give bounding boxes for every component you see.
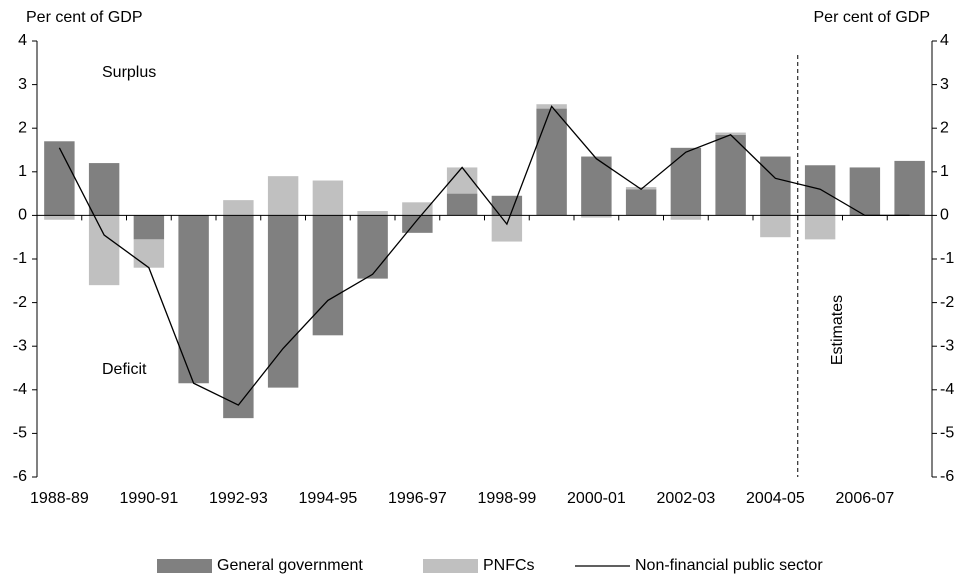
x-tick-label: 2002-03 [657,490,716,507]
bar [625,189,657,216]
y2-tick-label: -5 [940,425,954,442]
bar [44,141,75,216]
legend-swatch [423,559,478,573]
y-tick-label: -6 [13,468,27,485]
x-tick-label: 2006-07 [836,490,895,507]
y2-tick-label: -1 [940,250,954,267]
y2-tick-label: -2 [940,294,954,311]
y-tick-label: 1 [18,163,27,180]
bar [88,215,120,286]
y2-tick-label: -4 [940,381,954,398]
bar [625,187,657,190]
bar [715,134,746,216]
y-tick-label: -5 [13,425,27,442]
bar [133,239,165,268]
annotation: Estimates [829,295,846,365]
bar [223,200,254,216]
y-axis-label: Per cent of GDP [26,9,143,26]
bar [849,167,881,216]
y-tick-label: 3 [18,76,27,93]
y2-tick-label: 0 [940,207,949,224]
legend-label: General government [217,557,363,574]
bar [402,215,433,233]
bar [88,163,120,216]
x-tick-label: 1996-97 [388,490,447,507]
bar [133,215,165,240]
x-tick-label: 1988-89 [30,490,89,507]
y2-axis-label: Per cent of GDP [814,9,931,26]
legend-label: Non-financial public sector [635,557,823,574]
legend-swatch [157,559,212,573]
bar [44,215,75,220]
y2-tick-label: 2 [940,119,949,136]
bar [357,215,388,279]
x-tick-label: 2004-05 [746,490,805,507]
bar [223,215,254,419]
y-tick-label: -1 [13,250,27,267]
bar [894,160,925,216]
y2-tick-label: 3 [940,76,949,93]
bar [670,147,702,216]
bar [491,215,523,242]
y-tick-label: -3 [13,337,27,354]
bar [178,215,209,384]
y-tick-label: -4 [13,381,27,398]
y2-tick-label: -3 [940,337,954,354]
bar [804,165,836,216]
bar [267,215,299,388]
y-tick-label: -2 [13,294,27,311]
bar [804,215,836,240]
line [58,105,910,406]
x-tick-label: 2000-01 [567,490,626,507]
bar [312,180,344,216]
x-tick-label: 1992-93 [209,490,268,507]
bar [402,202,433,216]
bar [581,215,612,218]
bar [760,156,791,216]
legend-label: PNFCs [483,557,535,574]
y2-tick-label: 4 [940,32,949,49]
y-tick-label: 4 [18,32,27,49]
y2-tick-label: 1 [940,163,949,180]
bar [357,211,388,216]
x-tick-label: 1990-91 [120,490,179,507]
bar [446,193,478,216]
x-tick-label: 1998-99 [478,490,537,507]
annotation: Deficit [102,361,147,378]
bar [760,215,791,238]
bar [312,215,344,336]
bar [670,215,702,220]
bar [267,176,299,216]
y2-tick-label: -6 [940,468,954,485]
x-tick-label: 1994-95 [299,490,358,507]
bar [491,195,523,216]
annotation: Surplus [102,64,156,81]
y-tick-label: 2 [18,119,27,136]
bar [536,108,567,216]
bar [715,132,746,135]
y-tick-label: 0 [18,207,27,224]
